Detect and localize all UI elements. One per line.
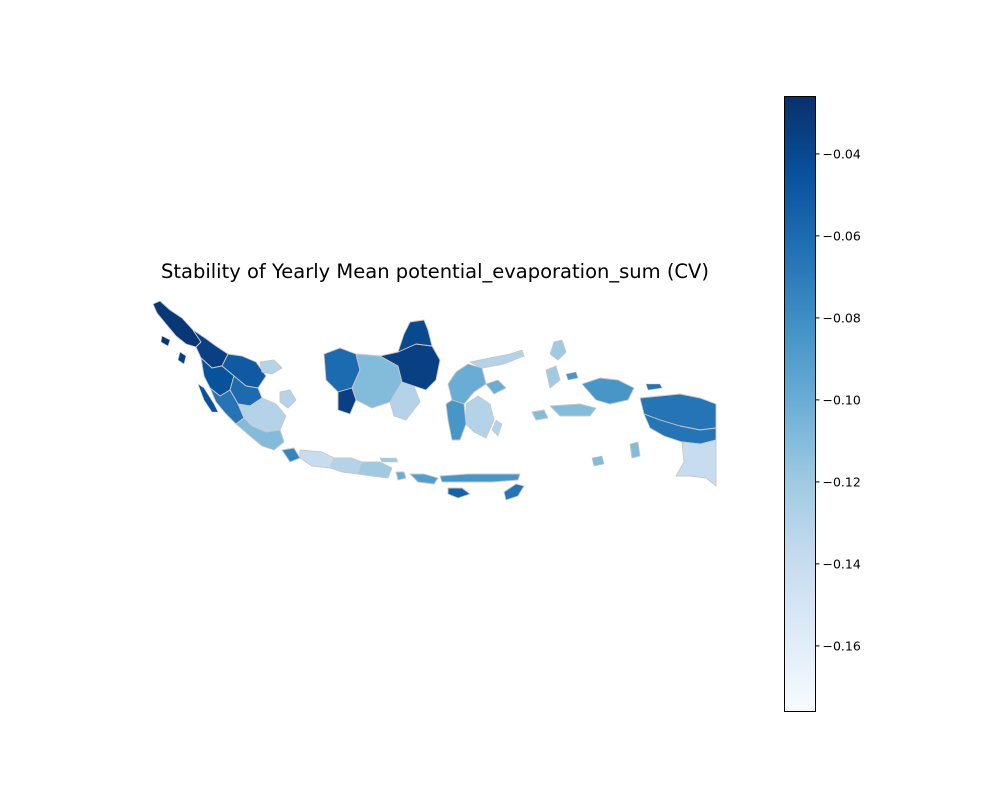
region-north-sulawesi: [469, 349, 525, 369]
region-west-java: [299, 449, 335, 469]
region-maluku-buru: [531, 409, 549, 421]
colorbar-tick-label: −0.14: [823, 556, 861, 571]
region-east-kal-south: [337, 387, 357, 415]
map-title: Stability of Yearly Mean potential_evapo…: [161, 260, 709, 283]
islet-madura: [379, 457, 399, 463]
islet-simeulue: [160, 335, 171, 347]
region-west-papua: [581, 377, 635, 405]
region-south-sulawesi: [445, 399, 467, 441]
islet-biak: [645, 383, 663, 391]
colorbar-tick-label: −0.06: [823, 228, 861, 243]
colorbar-tick-label: −0.08: [823, 310, 861, 325]
islet-buton: [491, 419, 503, 437]
islet-maluku-south: [591, 455, 605, 467]
region-maluku-tanimbar: [629, 441, 641, 459]
region-north-kalimantan: [397, 319, 433, 353]
region-halmahera: [545, 365, 561, 389]
region-central-sulawesi: [447, 363, 487, 405]
region-maluku-seram: [549, 403, 597, 417]
region-southeast-sulawesi: [465, 395, 495, 439]
colorbar-tick-label: −0.04: [823, 146, 861, 161]
map-regions: [152, 300, 717, 501]
islet-mentawai: [197, 383, 219, 413]
islet-nias: [177, 351, 187, 365]
region-bali: [395, 471, 407, 481]
colorbar-tick-label: −0.10: [823, 392, 861, 407]
colorbar-tick-label: −0.16: [823, 638, 861, 653]
region-north-maluku: [549, 339, 567, 361]
region-sumba: [447, 487, 471, 499]
region-east-nusa-tenggara: [439, 473, 521, 483]
region-timor: [503, 483, 525, 501]
region-bangka-belitung: [279, 389, 297, 409]
islet-raja-ampat: [565, 371, 579, 381]
region-gorontalo-arm: [485, 379, 507, 395]
region-aceh: [152, 300, 202, 348]
region-central-java: [329, 457, 363, 475]
region-west-nusa-tenggara: [409, 473, 439, 485]
colorbar-ticks: −0.04 −0.06 −0.08 −0.10 −0.12 −0.14 −0.16: [815, 146, 861, 653]
region-south-papua: [675, 439, 717, 487]
region-riau-islands: [259, 359, 283, 375]
colorbar: −0.04 −0.06 −0.08 −0.10 −0.12 −0.14 −0.16: [784, 96, 861, 712]
colorbar-gradient: [784, 96, 816, 712]
region-east-java: [357, 461, 393, 479]
region-lampung: [235, 417, 285, 451]
region-north-sumatra: [192, 329, 229, 369]
colorbar-tick-label: −0.12: [823, 474, 861, 489]
region-banten: [281, 447, 301, 463]
